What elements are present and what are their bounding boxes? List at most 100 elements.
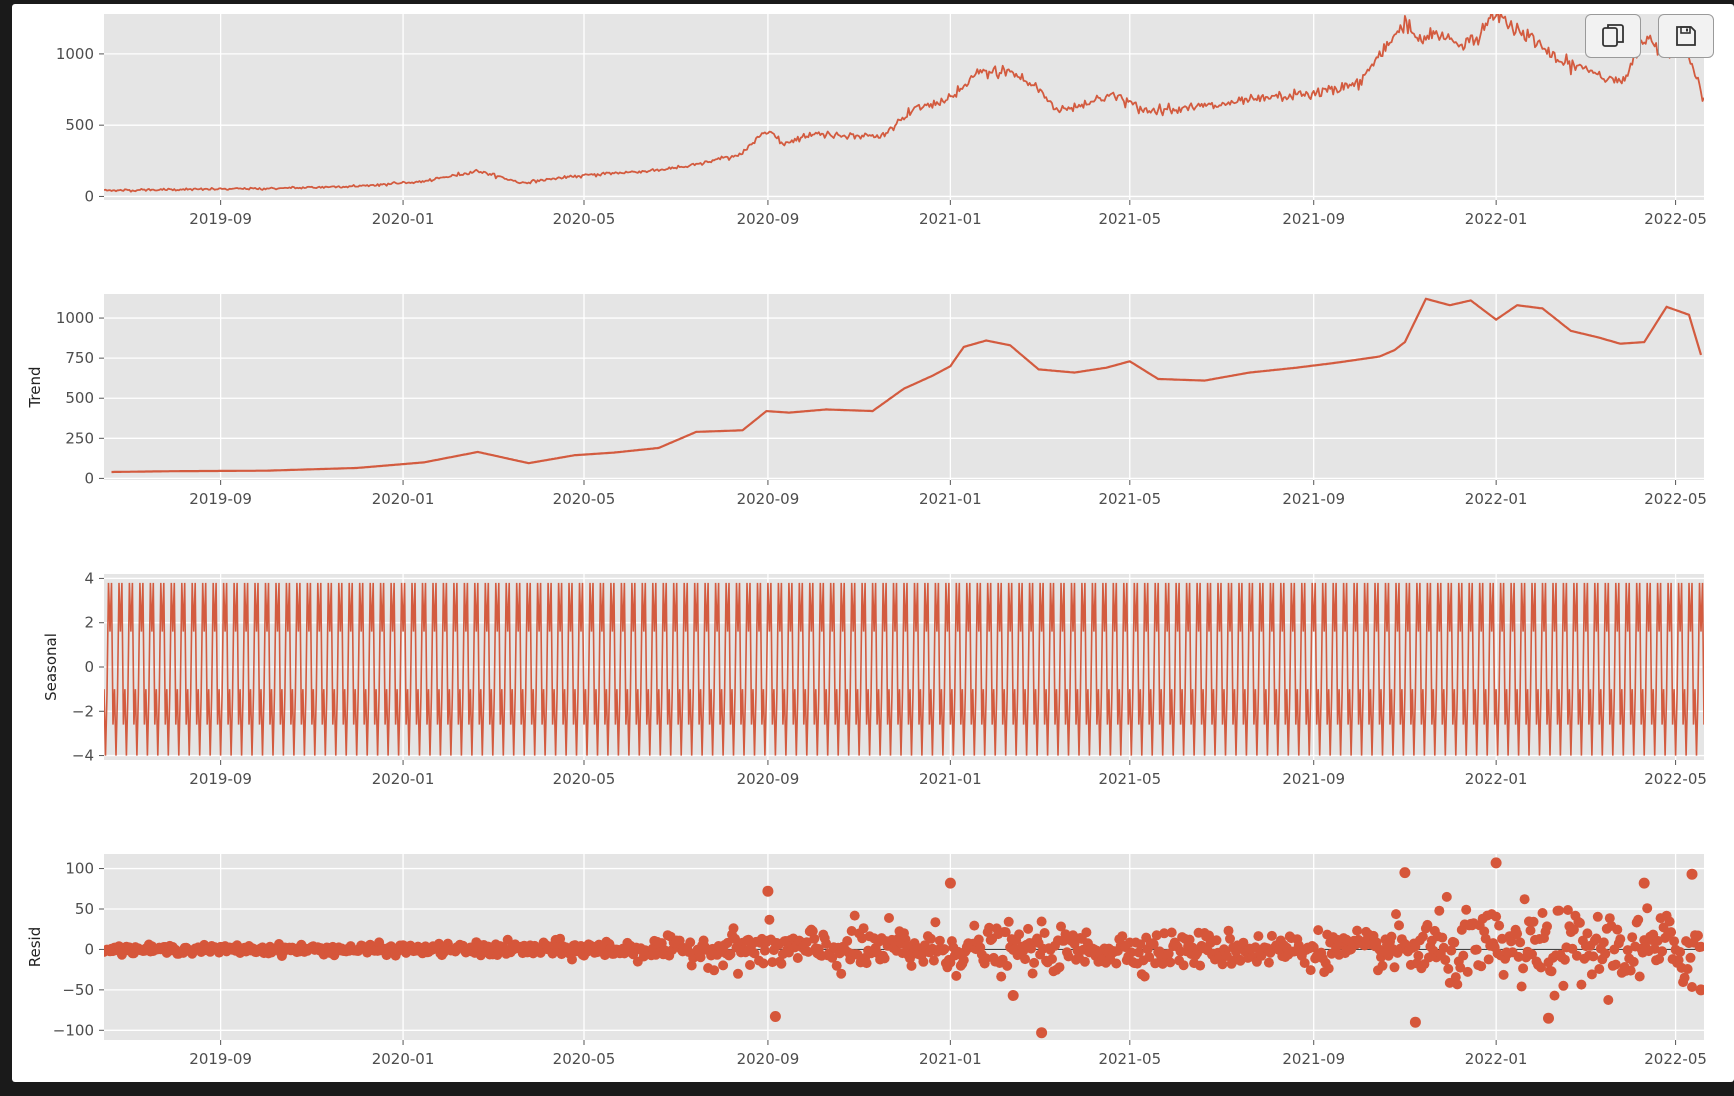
panel-seasonal: −4 −2 0 2 4 2019-09 2020-01 2020-05 2020-09 2021-… [42, 569, 1707, 788]
resid-point [728, 923, 739, 934]
resid-point [767, 957, 778, 968]
resid-point [776, 958, 787, 969]
resid-point [1558, 980, 1569, 991]
figure-container: 0 500 1000 2019-09 2020-01 2020-05 2020-09 2021… [12, 4, 1734, 1082]
resid-point [1483, 954, 1494, 965]
resid-point [1394, 920, 1404, 931]
plot-marks [104, 14, 1704, 193]
resid-point [1449, 937, 1460, 948]
copy-button[interactable] [1585, 14, 1641, 58]
resid-point [858, 923, 869, 934]
resid-point [821, 938, 832, 949]
resid-point [1675, 947, 1686, 957]
resid-point [1039, 928, 1050, 938]
resid-point [1604, 913, 1615, 924]
resid-point [1003, 916, 1014, 927]
x-tick-label: 2022-01 [1465, 1050, 1528, 1068]
resid-point [1582, 928, 1593, 939]
resid-point [1612, 924, 1623, 935]
x-tick-label: 2021-09 [1282, 210, 1345, 228]
resid-point [1571, 950, 1582, 961]
resid-point [1527, 949, 1537, 960]
resid-point [686, 960, 697, 971]
resid-point [1513, 951, 1524, 962]
resid-point [1437, 932, 1448, 943]
resid-point [1455, 962, 1466, 973]
resid-point [730, 933, 740, 944]
x-tick-label: 2020-09 [737, 210, 800, 228]
x-tick-label: 2020-01 [372, 210, 435, 228]
y-tick-label: 2 [84, 614, 94, 632]
resid-point [1352, 925, 1363, 936]
y-tick-label: 1000 [56, 45, 94, 63]
x-tick-label: 2021-05 [1098, 770, 1161, 788]
y-axis-label: Trend [26, 366, 44, 408]
resid-point [1079, 956, 1090, 967]
resid-point [809, 933, 820, 944]
resid-point [1693, 930, 1703, 941]
y-tick-label: −50 [62, 981, 94, 999]
resid-point [928, 955, 939, 966]
resid-point [1014, 929, 1025, 940]
resid-outlier-point [1543, 1012, 1554, 1024]
resid-point [1664, 916, 1675, 927]
resid-point [1117, 931, 1128, 942]
x-tick-label: 2020-01 [372, 490, 435, 508]
resid-point [1139, 971, 1150, 982]
resid-point [1625, 965, 1636, 976]
series-line [111, 297, 1703, 474]
resid-point [1002, 960, 1013, 971]
resid-point [1462, 966, 1473, 977]
resid-point [1422, 919, 1433, 930]
x-tick-label: 2022-05 [1644, 490, 1707, 508]
x-tick-label: 2020-05 [553, 490, 616, 508]
resid-point [1491, 911, 1502, 922]
y-tick-label: 1000 [56, 309, 94, 327]
resid-point [1036, 916, 1047, 927]
y-axis-label: Resid [26, 927, 44, 967]
x-tick-label: 2019-09 [189, 210, 252, 228]
y-tick-label: 0 [84, 187, 94, 205]
resid-point [1441, 891, 1452, 902]
resid-point [725, 949, 736, 960]
resid-point [1148, 939, 1159, 950]
resid-point [1184, 934, 1195, 945]
plot-marks [111, 297, 1703, 474]
resid-point [1471, 944, 1482, 955]
resid-point [1223, 925, 1234, 936]
resid-point [1594, 964, 1605, 974]
x-tick-label: 2021-01 [919, 770, 982, 788]
resid-point [1586, 969, 1597, 980]
resid-point [930, 917, 941, 928]
resid-point [1679, 972, 1690, 983]
resid-point [1528, 916, 1539, 927]
y-tick-label: 50 [75, 900, 94, 918]
resid-point [1020, 954, 1031, 965]
resid-point [1225, 933, 1235, 944]
resid-outlier-point [1638, 877, 1650, 889]
resid-point [1305, 965, 1316, 976]
resid-point [1438, 942, 1449, 953]
y-tick-label: 100 [65, 860, 94, 878]
resid-point [758, 958, 769, 969]
resid-point [1654, 954, 1665, 964]
resid-point [902, 941, 912, 951]
copy-icon [1602, 24, 1624, 47]
resid-point [849, 910, 860, 921]
resid-point [1461, 904, 1472, 915]
y-tick-label: −4 [72, 747, 94, 765]
resid-point [1498, 969, 1509, 980]
resid-point [1633, 914, 1644, 925]
resid-point [1628, 956, 1639, 967]
resid-point [1592, 911, 1603, 922]
resid-point [1458, 950, 1469, 961]
x-tick-label: 2022-05 [1644, 210, 1707, 228]
y-tick-label: 0 [84, 469, 94, 487]
resid-point [1494, 920, 1505, 931]
y-tick-label: −100 [53, 1021, 94, 1039]
resid-point [759, 945, 770, 956]
save-button[interactable] [1658, 14, 1714, 58]
resid-point [1111, 958, 1122, 969]
resid-point [836, 968, 847, 979]
